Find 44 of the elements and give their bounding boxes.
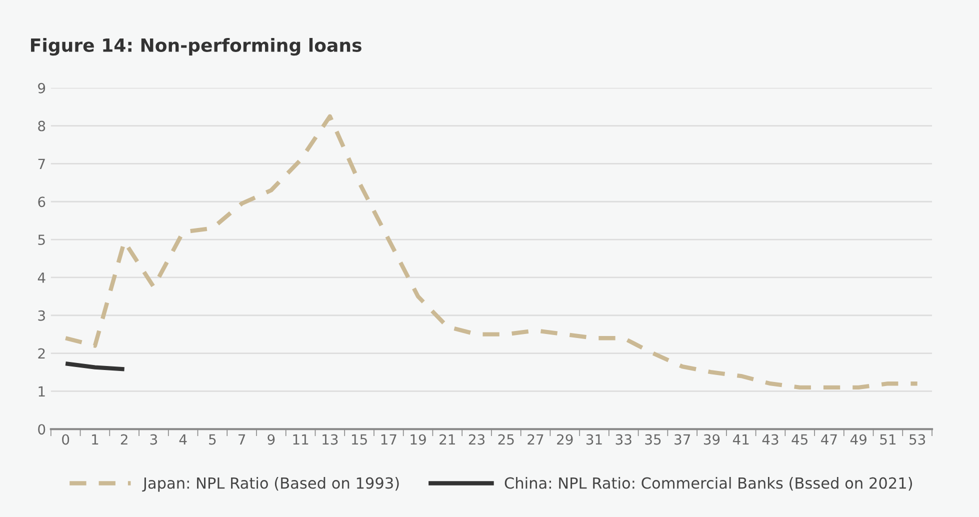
x-tick-label: 29 <box>557 434 573 445</box>
legend-label: Japan: NPL Ratio (Based on 1993) <box>142 476 399 492</box>
y-tick-label: 5 <box>38 234 45 246</box>
x-tick-label: 13 <box>322 434 338 445</box>
y-tick-label: 0 <box>38 424 46 435</box>
x-tick-label: 51 <box>880 434 896 445</box>
x-tick-label: 53 <box>910 434 926 445</box>
x-tick-label: 21 <box>440 434 455 445</box>
x-tick-label: 17 <box>381 434 396 445</box>
x-tick-label: 35 <box>645 434 661 445</box>
x-tick-label: 41 <box>732 434 749 445</box>
x-tick-label: 11 <box>293 434 308 445</box>
y-tick-label: 2 <box>38 348 45 359</box>
x-tick-label: 2 <box>120 434 128 445</box>
x-tick-label: 25 <box>498 434 514 445</box>
y-tick-label: 1 <box>38 386 45 396</box>
x-tick-label: 0 <box>62 434 70 445</box>
x-tick-label: 33 <box>616 434 632 445</box>
y-tick-label: 7 <box>38 158 45 169</box>
x-tick-label: 37 <box>674 434 690 445</box>
chart-title: Figure 14: Non-performing loans <box>31 38 362 56</box>
x-tick-label: 39 <box>704 434 720 445</box>
x-tick-label: 5 <box>209 434 216 445</box>
x-tick-label: 49 <box>850 434 866 445</box>
y-tick-label: 6 <box>38 196 46 208</box>
x-tick-label: 9 <box>268 434 275 445</box>
x-tick-label: 31 <box>586 434 602 445</box>
legend-label: China: NPL Ratio: Commercial Banks (Bssed on 2021) <box>504 476 912 491</box>
x-tick-label: 1 <box>92 434 98 445</box>
x-tick-label: 15 <box>352 434 367 445</box>
y-tick-label: 9 <box>38 82 46 94</box>
x-tick-label: 3 <box>150 434 158 445</box>
x-tick-label: 19 <box>410 434 426 445</box>
x-tick-label: 23 <box>468 434 484 445</box>
x-tick-label: 45 <box>792 434 808 445</box>
y-tick-label: 8 <box>38 120 46 132</box>
line-series <box>64 114 920 390</box>
x-tick-label: 4 <box>179 434 187 445</box>
x-tick-label: 27 <box>528 434 544 445</box>
y-tick-label: 3 <box>38 310 45 321</box>
x-tick-label: 43 <box>762 434 778 445</box>
y-tick-label: 4 <box>38 272 46 283</box>
x-tick-label: 47 <box>821 434 837 445</box>
x-tick-label: 7 <box>238 434 246 445</box>
